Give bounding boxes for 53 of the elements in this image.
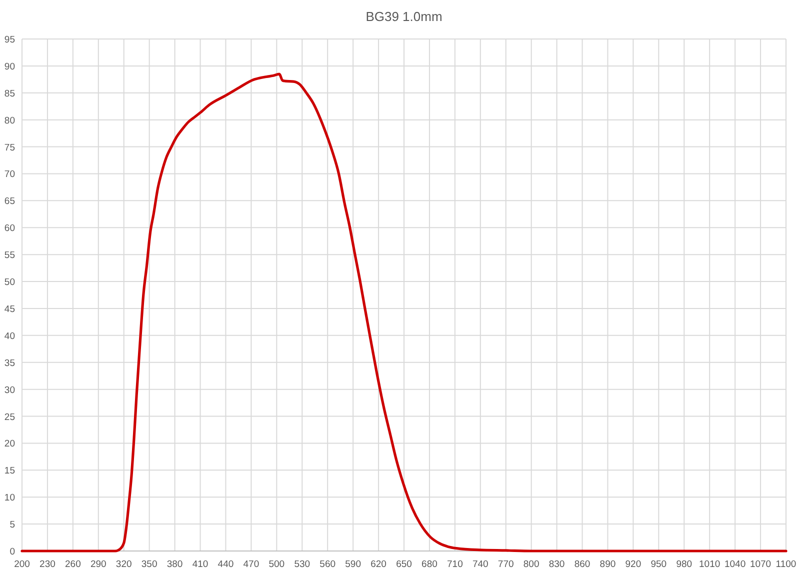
y-tick-label: 45 xyxy=(4,304,15,315)
x-tick-label: 470 xyxy=(243,559,260,570)
x-tick-label: 620 xyxy=(370,559,386,570)
x-tick-label: 230 xyxy=(40,559,56,570)
x-tick-label: 950 xyxy=(650,559,667,570)
x-tick-label: 740 xyxy=(472,559,488,570)
x-tick-label: 770 xyxy=(498,559,514,570)
y-tick-label: 70 xyxy=(4,169,15,180)
y-tick-label: 30 xyxy=(4,384,15,396)
x-tick-label: 380 xyxy=(166,559,183,570)
chart-title: BG39 1.0mm xyxy=(366,9,442,24)
x-tick-label: 920 xyxy=(625,559,642,570)
x-tick-label: 890 xyxy=(600,559,616,570)
y-tick-label: 95 xyxy=(4,34,15,46)
x-tick-label: 350 xyxy=(141,559,158,570)
y-tick-label: 50 xyxy=(4,277,15,288)
y-tick-label: 5 xyxy=(10,520,15,531)
x-tick-label: 320 xyxy=(116,559,132,570)
y-tick-label: 55 xyxy=(4,250,15,262)
x-tick-label: 1100 xyxy=(776,559,796,570)
x-tick-label: 1010 xyxy=(699,559,720,570)
x-tick-label: 530 xyxy=(294,559,310,570)
y-tick-label: 75 xyxy=(4,142,15,154)
x-tick-label: 440 xyxy=(218,559,234,570)
x-tick-label: 560 xyxy=(320,559,336,570)
y-tick-label: 20 xyxy=(4,438,15,450)
y-tick-label: 80 xyxy=(4,115,15,126)
x-tick-label: 980 xyxy=(676,559,692,570)
x-tick-label: 410 xyxy=(192,559,208,570)
x-tick-label: 650 xyxy=(396,559,412,570)
line-series xyxy=(20,72,788,552)
x-tick-label: 590 xyxy=(345,559,361,570)
x-tick-label: 860 xyxy=(574,559,590,570)
x-tick-label: 500 xyxy=(268,559,285,570)
x-tick-label: 680 xyxy=(422,559,438,570)
y-tick-label: 10 xyxy=(4,492,15,504)
x-tick-label: 830 xyxy=(548,559,565,570)
y-tick-label: 35 xyxy=(4,358,15,369)
x-tick-label: 710 xyxy=(447,559,463,570)
y-tick-label: 40 xyxy=(4,330,15,342)
y-tick-label: 90 xyxy=(4,61,15,72)
y-tick-label: 60 xyxy=(4,223,15,234)
x-tick-label: 200 xyxy=(14,559,30,570)
y-tick-label: 85 xyxy=(4,88,15,100)
y-tick-label: 25 xyxy=(4,412,15,423)
x-tick-label: 1040 xyxy=(724,559,746,570)
y-tick-label: 15 xyxy=(4,466,15,477)
y-tick-label: 65 xyxy=(4,196,15,208)
x-tick-label: 800 xyxy=(523,559,540,570)
y-tick-label: 0 xyxy=(10,546,15,558)
x-tick-label: 1070 xyxy=(750,559,772,570)
x-tick-label: 290 xyxy=(90,559,106,570)
x-tick-label: 260 xyxy=(65,559,81,570)
